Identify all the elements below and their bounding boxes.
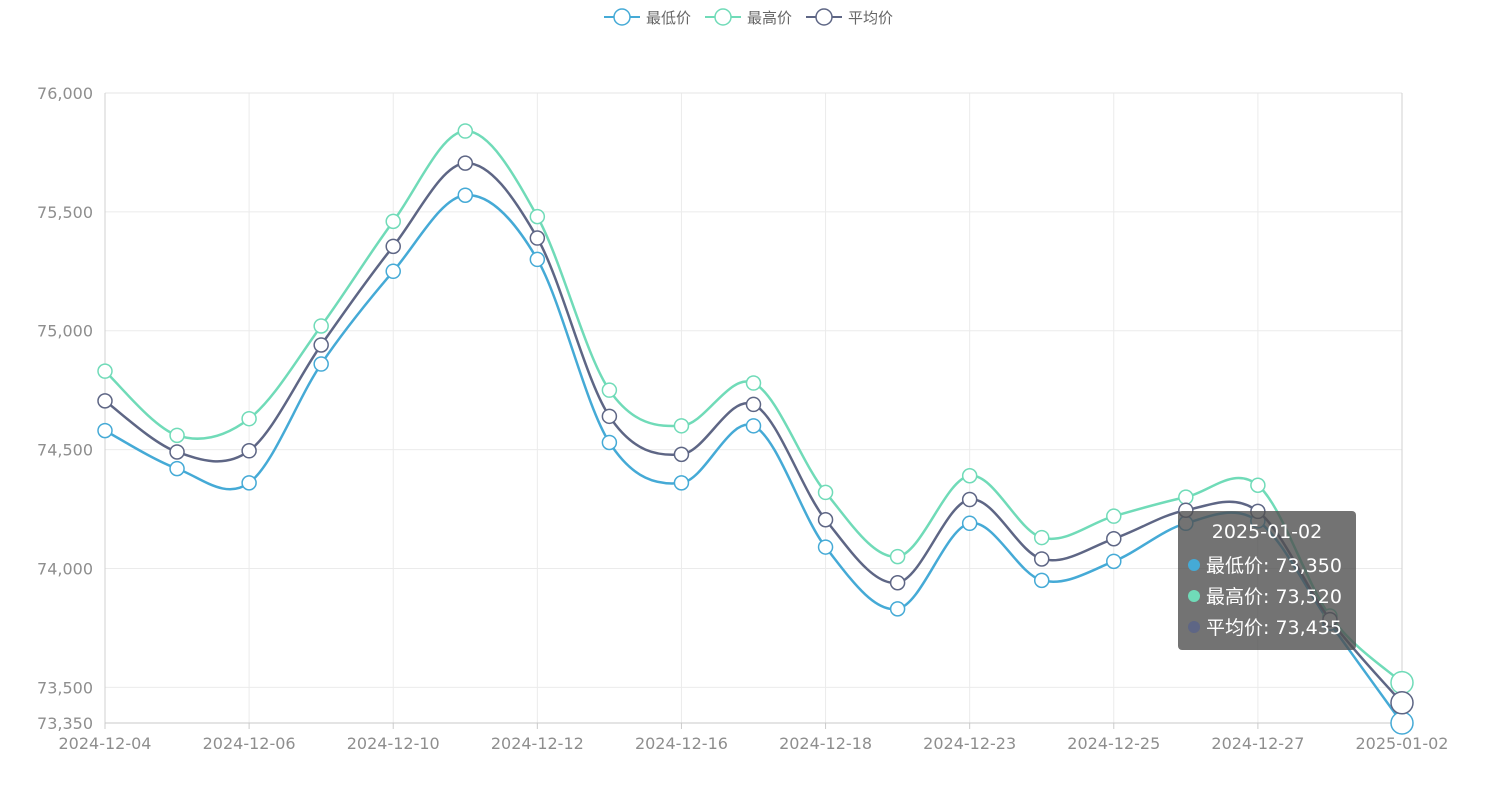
x-tick-label: 2024-12-16 [635, 734, 728, 753]
legend-label: 最低价 [645, 8, 691, 27]
data-point [673, 418, 690, 434]
data-point [601, 434, 618, 451]
tooltip-dot-min [1188, 558, 1200, 571]
data-point [97, 363, 113, 379]
data-point [457, 187, 474, 203]
data-point [673, 475, 690, 491]
data-point [1390, 711, 1414, 735]
y-tick-label: 74,500 [37, 441, 93, 460]
tooltip-text-min: 最低价: 73,350 [1206, 555, 1342, 577]
x-tick-label: 2024-12-25 [1067, 734, 1160, 753]
data-point [1106, 508, 1122, 524]
y-tick-label: 75,500 [37, 203, 93, 222]
data-point [601, 408, 618, 425]
data-point [241, 410, 257, 427]
data-point [529, 208, 546, 225]
legend-marker-icon [603, 8, 640, 26]
data-point [385, 238, 401, 255]
data-point [673, 446, 690, 463]
data-point [1033, 572, 1050, 589]
legend-item-1[interactable]: 最高价 [704, 6, 792, 28]
data-point [385, 213, 401, 230]
data-point [745, 375, 762, 391]
data-point [97, 393, 113, 409]
legend-label: 平均价 [848, 8, 894, 27]
data-point [313, 318, 329, 334]
x-tick-label: 2024-12-06 [203, 734, 296, 753]
legend-marker-icon [704, 8, 741, 26]
chart-legend: 最低价 最高价 平均价 [0, 6, 1497, 28]
tooltip-row-max: 最高价: 73,520 [1188, 580, 1346, 611]
tooltip-row-avg: 平均价: 73,435 [1188, 611, 1346, 642]
data-tooltip: 2025-01-02 最低价: 73,350 最高价: 73,520 平均价: … [1178, 511, 1356, 650]
series-0 [97, 187, 1414, 735]
data-point [169, 427, 185, 444]
data-point [817, 511, 834, 528]
tooltip-text-max: 最高价: 73,520 [1206, 586, 1342, 608]
data-point [1178, 489, 1194, 505]
data-point [313, 356, 329, 372]
data-point [817, 484, 834, 501]
data-point [1390, 691, 1414, 715]
tooltip-title: 2025-01-02 [1211, 521, 1323, 543]
data-point [457, 155, 474, 171]
data-point [961, 468, 978, 484]
data-point [1250, 477, 1266, 494]
data-point [745, 418, 762, 434]
legend-item-0[interactable]: 最低价 [603, 6, 691, 28]
data-point [457, 123, 474, 139]
legend-marker-icon [806, 8, 842, 26]
x-tick-label: 2024-12-27 [1211, 734, 1304, 753]
data-point [889, 601, 906, 617]
y-tick-label: 73,350 [37, 714, 93, 733]
data-point [1390, 670, 1414, 695]
axes: 76,000 75,500 75,000 74,500 74,000 73,500 73,3… [37, 84, 1448, 753]
data-point [817, 539, 834, 555]
data-point [169, 460, 185, 477]
x-tick-label: 2024-12-10 [347, 734, 440, 753]
data-point [1033, 551, 1050, 567]
legend-item-2[interactable]: 平均价 [806, 6, 893, 28]
data-point [97, 422, 113, 439]
x-tick-label: 2025-01-02 [1356, 734, 1449, 753]
series-1 [97, 123, 1414, 695]
data-point [241, 475, 257, 491]
data-point [889, 548, 906, 565]
data-point [529, 251, 546, 268]
data-point [889, 574, 906, 591]
data-point [961, 491, 978, 508]
tooltip-row-min: 最低价: 73,350 [1188, 549, 1346, 580]
data-point [745, 396, 762, 413]
y-tick-label: 75,000 [37, 322, 93, 341]
y-tick-label: 76,000 [37, 84, 93, 103]
data-point [241, 443, 257, 459]
y-tick-label: 73,500 [37, 678, 93, 697]
data-point [529, 230, 546, 246]
data-point [1033, 529, 1050, 546]
y-tick-label: 74,000 [37, 559, 93, 578]
x-tick-label: 2024-12-12 [491, 734, 584, 753]
data-point [601, 382, 618, 398]
data-point [1106, 531, 1122, 547]
legend-label: 最高价 [746, 8, 792, 27]
data-point [961, 515, 978, 532]
tooltip-dot-max [1188, 589, 1200, 602]
tooltip-dot-avg [1188, 620, 1200, 633]
data-point [1106, 553, 1122, 570]
tooltip-text-avg: 平均价: 73,435 [1206, 617, 1342, 639]
data-point [169, 444, 185, 460]
x-tick-label: 2024-12-23 [923, 734, 1016, 753]
data-point [313, 337, 329, 353]
x-tick-label: 2024-12-04 [59, 734, 152, 753]
x-tick-label: 2024-12-18 [779, 734, 872, 753]
data-point [385, 263, 401, 280]
